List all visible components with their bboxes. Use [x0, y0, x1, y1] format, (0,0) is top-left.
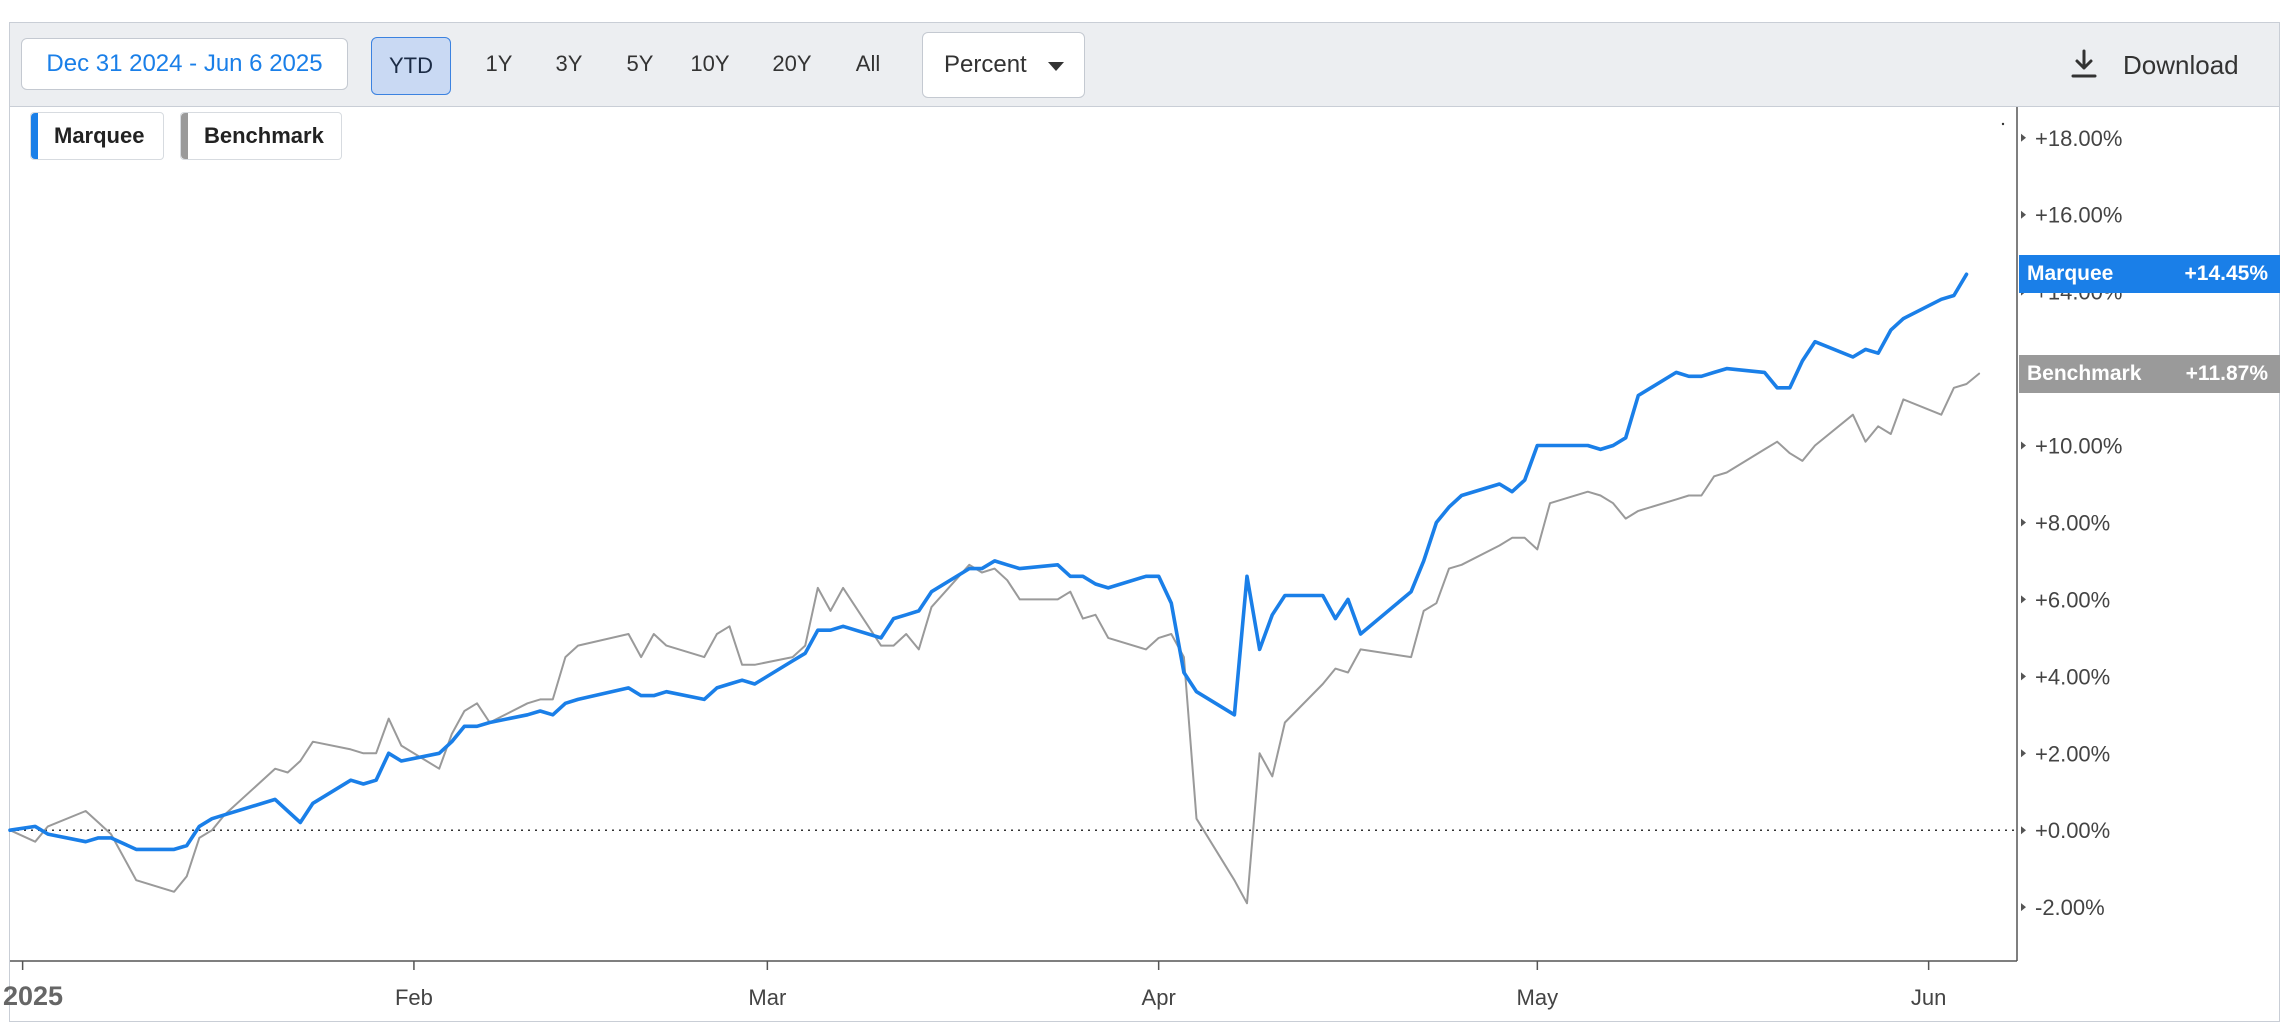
series-line-marquee	[8, 272, 1969, 852]
date-range-picker[interactable]: Dec 31 2024 - Jun 6 2025	[21, 38, 348, 90]
series-tag-name-marquee: Marquee	[2027, 262, 2114, 286]
x-tick-label: 2025	[3, 981, 63, 1011]
legend-label-marquee: Marquee	[54, 123, 145, 148]
legend-swatch-benchmark	[181, 113, 188, 159]
y-tick	[2021, 903, 2026, 912]
legend-item-benchmark[interactable]: Benchmark	[180, 112, 342, 160]
series-tag-benchmark: Benchmark +11.87%	[2019, 354, 2280, 393]
legend-swatch-marquee	[31, 113, 38, 159]
y-tick	[2021, 133, 2026, 142]
legend-item-marquee[interactable]: Marquee	[30, 112, 164, 160]
series-line-benchmark	[9, 372, 1981, 905]
x-tick-label: May	[1517, 985, 1559, 1010]
y-tick	[2021, 441, 2026, 450]
legend-label-benchmark: Benchmark	[204, 123, 324, 148]
x-tick-label: Feb	[395, 985, 433, 1010]
y-tick-label: +10.00%	[2035, 434, 2122, 459]
series-tag-value-benchmark: +11.87%	[2185, 361, 2268, 385]
series-tag-value-marquee: +14.45%	[2184, 262, 2269, 286]
range-button-all[interactable]: All	[855, 51, 881, 76]
y-tick	[2021, 518, 2026, 527]
y-tick-label: +18.00%	[2035, 126, 2122, 151]
y-tick	[2021, 210, 2026, 219]
unit-dropdown[interactable]: Percent	[922, 32, 1085, 98]
y-tick-label: +0.00%	[2035, 818, 2110, 843]
x-tick-label: Mar	[748, 985, 786, 1010]
range-button-ytd[interactable]: YTD	[371, 37, 451, 95]
axis-corner-dot	[2001, 122, 2005, 126]
range-button-10y[interactable]: 10Y	[690, 51, 730, 76]
series-tag-name-benchmark: Benchmark	[2027, 361, 2142, 385]
x-tick-label: Jun	[1911, 985, 1946, 1010]
y-tick-label: +16.00%	[2035, 203, 2122, 228]
download-icon	[2071, 49, 2097, 78]
range-button-3y[interactable]: 3Y	[555, 51, 583, 76]
series-tag-marquee: Marquee +14.45%	[2019, 255, 2280, 294]
range-button-5y[interactable]: 5Y	[626, 51, 654, 76]
y-tick-label: +2.00%	[2035, 741, 2110, 766]
download-label: Download	[2123, 50, 2239, 80]
x-tick-label: Apr	[1142, 985, 1176, 1010]
y-tick	[2021, 826, 2026, 835]
y-tick-label: +8.00%	[2035, 510, 2110, 535]
y-tick	[2021, 749, 2026, 758]
unit-dropdown-label: Percent	[944, 51, 1027, 78]
caret-down-icon	[1048, 62, 1064, 71]
y-tick-label: +4.00%	[2035, 664, 2110, 689]
range-button-20y[interactable]: 20Y	[772, 51, 812, 76]
y-tick	[2021, 672, 2026, 681]
y-tick-label: +6.00%	[2035, 587, 2110, 612]
y-tick-label: -2.00%	[2035, 895, 2105, 920]
range-button-1y[interactable]: 1Y	[485, 51, 513, 76]
y-tick	[2021, 595, 2026, 604]
chart-toolbar: Dec 31 2024 - Jun 6 2025 YTD 1Y 3Y 5Y 10…	[10, 23, 2279, 107]
chart-frame: Dec 31 2024 - Jun 6 2025 YTD 1Y 3Y 5Y 10…	[9, 22, 2280, 1022]
